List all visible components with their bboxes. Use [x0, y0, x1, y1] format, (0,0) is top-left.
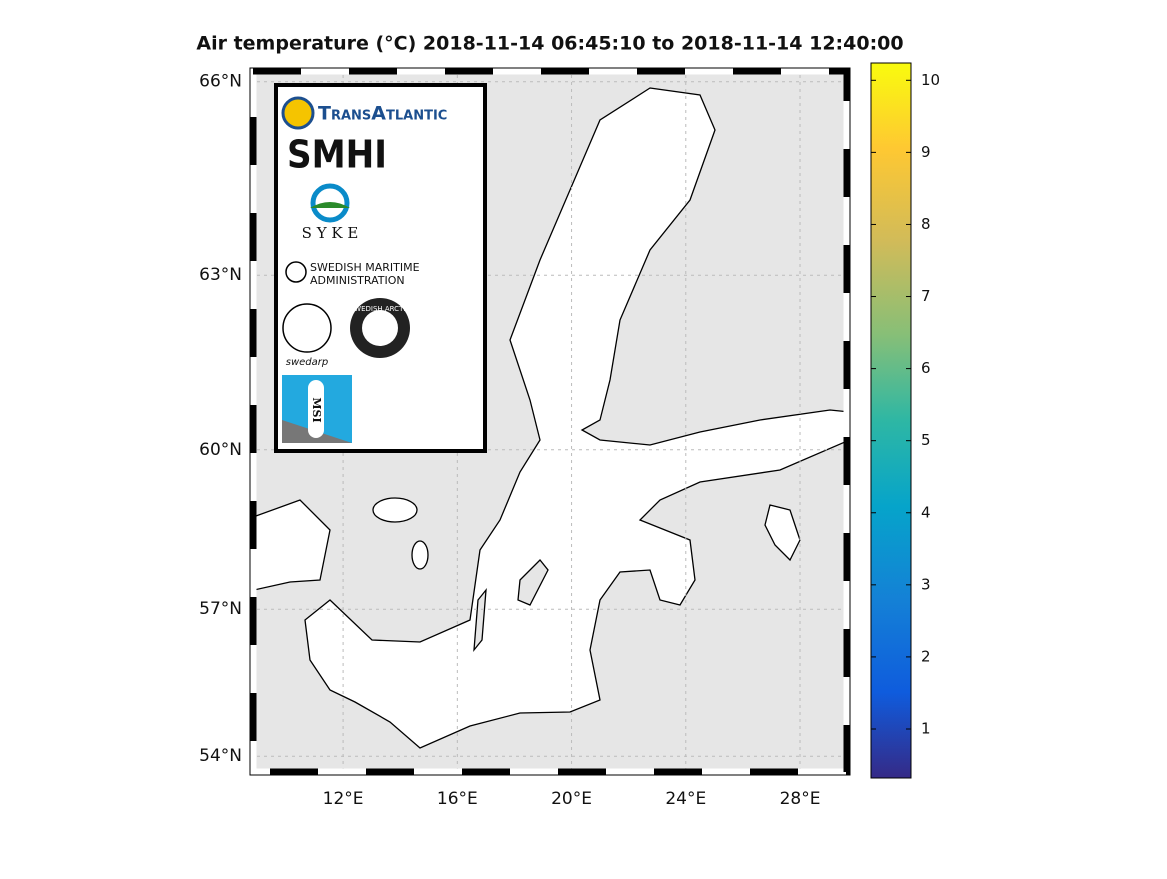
lake-ladoga	[764, 504, 801, 562]
frame-border	[249, 67, 851, 776]
colorbar-tick-label: 9	[921, 143, 931, 161]
north-sea	[250, 499, 331, 592]
logo-icon	[285, 261, 307, 283]
colorbar-tick-label: 4	[921, 503, 931, 521]
frame	[249, 67, 851, 776]
logo-text: TransAtlantic	[318, 103, 447, 125]
logo-text: SMHI	[287, 133, 387, 177]
x-tick-label: 12°E	[323, 789, 364, 809]
gotland	[517, 559, 549, 606]
sea	[250, 87, 850, 749]
y-tick-label: 66°N	[199, 72, 242, 92]
logo-icon	[282, 303, 332, 353]
logo-text: S Y K E	[302, 224, 359, 242]
lake	[372, 497, 418, 523]
colorbar-tick-label: 3	[921, 575, 931, 593]
logo-icon	[281, 96, 315, 130]
map-title: Air temperature (°C) 2018-11-14 06:45:10…	[196, 33, 903, 55]
logo-icon	[308, 380, 324, 438]
colorbar-tick-label: 1	[921, 719, 931, 737]
y-tick-label: 54°N	[199, 746, 242, 766]
oland	[473, 587, 487, 653]
y-tick-label: 63°N	[199, 265, 242, 285]
colorbar-tick-label: 2	[921, 647, 931, 665]
logo-icon	[310, 202, 350, 208]
logo-text: MSI	[310, 397, 323, 422]
colorbar-tick-label: 6	[921, 359, 931, 377]
x-tick-label: 16°E	[437, 789, 478, 809]
logo-panel: TransAtlantic SMHI S Y K E SWEDISH MARIT…	[274, 83, 487, 453]
logo-text: SWEDISH ARCTIC	[350, 305, 411, 313]
colorbar-tick-label: 10	[921, 71, 940, 89]
baltic-sea	[304, 87, 850, 749]
colorbar-ticks: 1 2 3 4 5 6 7 8 9 10	[871, 71, 940, 737]
y-tick-label: 57°N	[199, 599, 242, 619]
logo-icon	[362, 310, 398, 346]
logo-text: swedarp	[286, 357, 328, 368]
y-tick-label: 60°N	[199, 440, 242, 460]
x-tick-label: 28°E	[780, 789, 821, 809]
colorbar	[870, 62, 912, 779]
lake	[411, 540, 429, 570]
colorbar-tick-label: 8	[921, 215, 931, 233]
colorbar-tick-label: 7	[921, 287, 931, 305]
x-tick-label: 20°E	[551, 789, 592, 809]
x-tick-label: 24°E	[665, 789, 706, 809]
logo-text: ADMINISTRATION	[310, 274, 405, 287]
colorbar-tick-label: 5	[921, 431, 931, 449]
logo-text: SWEDISH MARITIME	[310, 261, 420, 274]
